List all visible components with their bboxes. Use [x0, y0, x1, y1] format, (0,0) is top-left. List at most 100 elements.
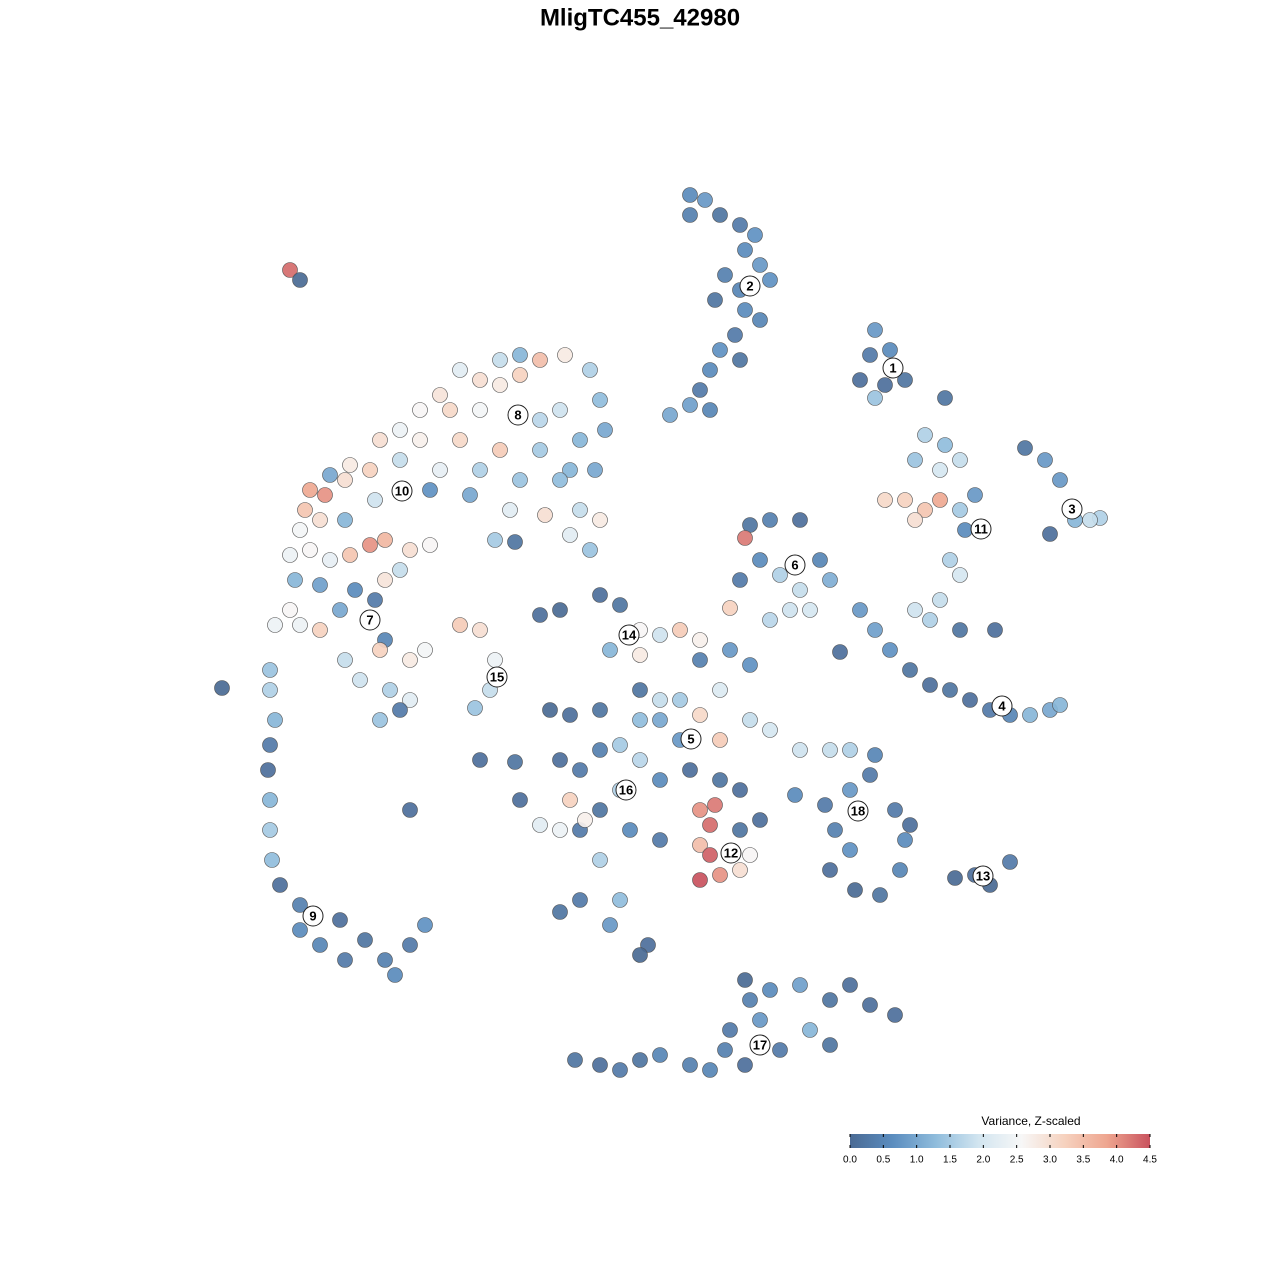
cluster-badge [359, 609, 381, 631]
point [712, 772, 728, 788]
point [402, 802, 418, 818]
point [262, 662, 278, 678]
point [372, 642, 388, 658]
colorbar-tick-label: 1.5 [943, 1155, 957, 1166]
point [652, 772, 668, 788]
point [877, 377, 893, 393]
point [417, 642, 433, 658]
point [822, 992, 838, 1008]
point [402, 652, 418, 668]
point [312, 622, 328, 638]
point [867, 390, 883, 406]
point [792, 512, 808, 528]
point [892, 862, 908, 878]
point [932, 462, 948, 478]
point [1052, 697, 1068, 713]
point [392, 702, 408, 718]
point [377, 532, 393, 548]
cluster-badge [784, 554, 806, 576]
point [867, 747, 883, 763]
point [762, 612, 778, 628]
point [322, 552, 338, 568]
point [412, 432, 428, 448]
cluster-badge [749, 1034, 771, 1056]
point [317, 487, 333, 503]
point [752, 1012, 768, 1028]
cluster-label: 8 [514, 407, 521, 422]
point [717, 267, 733, 283]
point [967, 487, 983, 503]
point [312, 937, 328, 953]
point [214, 680, 230, 696]
point [1022, 707, 1038, 723]
point [557, 347, 573, 363]
point [842, 782, 858, 798]
point [592, 512, 608, 528]
point [682, 207, 698, 223]
point [952, 502, 968, 518]
point [347, 582, 363, 598]
point [672, 622, 688, 638]
point [532, 352, 548, 368]
point [732, 782, 748, 798]
point [752, 257, 768, 273]
point [1037, 452, 1053, 468]
point [417, 917, 433, 933]
point [692, 707, 708, 723]
point [727, 327, 743, 343]
point [702, 1062, 718, 1078]
cluster-badge [739, 275, 761, 297]
point [872, 887, 888, 903]
cluster-label: 6 [791, 557, 798, 572]
cluster-label: 16 [619, 782, 633, 797]
point [632, 752, 648, 768]
point [717, 1042, 733, 1058]
point [732, 822, 748, 838]
point [552, 904, 568, 920]
colorbar [850, 1134, 1150, 1148]
point [1082, 512, 1098, 528]
point [877, 492, 893, 508]
point [612, 597, 628, 613]
point [987, 622, 1003, 638]
point [262, 792, 278, 808]
point [787, 787, 803, 803]
point [887, 802, 903, 818]
point [487, 652, 503, 668]
point [377, 952, 393, 968]
colorbar-tick-label: 3.0 [1043, 1155, 1057, 1166]
point [842, 842, 858, 858]
point [602, 917, 618, 933]
cluster-badge [1061, 498, 1083, 520]
point [827, 822, 843, 838]
point [1052, 472, 1068, 488]
cluster-badge [991, 695, 1013, 717]
point [402, 937, 418, 953]
cluster-badge [970, 518, 992, 540]
point [707, 292, 723, 308]
point [952, 452, 968, 468]
point [732, 217, 748, 233]
point [592, 742, 608, 758]
point [692, 802, 708, 818]
point [387, 967, 403, 983]
point [412, 402, 428, 418]
point [337, 652, 353, 668]
point [1017, 440, 1033, 456]
cluster-label: 7 [366, 612, 373, 627]
cluster-badge [391, 480, 413, 502]
colorbar-tick-label: 4.5 [1143, 1155, 1157, 1166]
point [402, 692, 418, 708]
colorbar-tick-label: 3.5 [1076, 1155, 1090, 1166]
cluster-badge [972, 865, 994, 887]
point [292, 522, 308, 538]
point [897, 372, 913, 388]
point [507, 754, 523, 770]
colorbar-tick-label: 0.0 [843, 1155, 857, 1166]
point [372, 712, 388, 728]
point [632, 647, 648, 663]
point [752, 312, 768, 328]
point [822, 572, 838, 588]
point [592, 587, 608, 603]
